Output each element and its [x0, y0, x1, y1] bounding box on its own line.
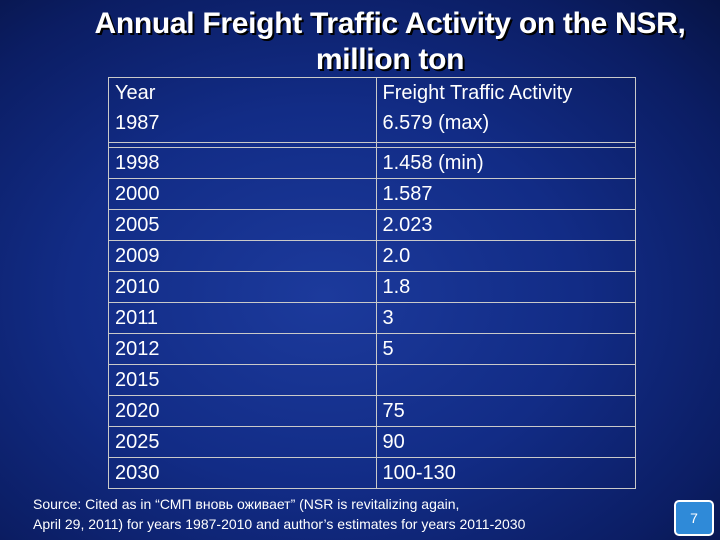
table-row: 2020 75	[108, 395, 636, 427]
year-cell: 2025	[108, 426, 377, 458]
header-year-value: 1987	[115, 112, 160, 134]
traffic-cell: 1.458 (min)	[375, 147, 636, 179]
table-header-row: Year 1987 Freight Traffic Activity 6.579…	[108, 77, 636, 143]
table-row: 2012 5	[108, 333, 636, 365]
year-cell: 2030	[108, 457, 377, 489]
year-cell: 2009	[108, 240, 377, 272]
header-traffic-cell: Freight Traffic Activity 6.579 (max)	[375, 77, 636, 143]
page-number-badge: 7	[674, 500, 714, 536]
year-cell: 2020	[108, 395, 377, 427]
table-row: 2000 1.587	[108, 178, 636, 210]
year-cell: 2011	[108, 302, 377, 334]
year-cell: 2000	[108, 178, 377, 210]
source-note-line-1: Source: Cited as in “СМП вновь оживает” …	[33, 496, 460, 512]
header-traffic-value: 6.579 (max)	[382, 112, 490, 134]
table-row: 2010 1.8	[108, 271, 636, 303]
traffic-cell: 3	[375, 302, 636, 334]
source-note-line-2: April 29, 2011) for years 1987-2010 and …	[33, 516, 526, 532]
table-row: 2030 100-130	[108, 457, 636, 489]
header-year-cell: Year 1987	[108, 77, 377, 143]
year-cell: 2015	[108, 364, 377, 396]
traffic-cell: 75	[375, 395, 636, 427]
table-row: 2015	[108, 364, 636, 396]
traffic-cell	[375, 364, 636, 396]
traffic-cell: 5	[375, 333, 636, 365]
year-cell: 2012	[108, 333, 377, 365]
year-cell: 2010	[108, 271, 377, 303]
traffic-cell: 1.8	[375, 271, 636, 303]
table-row: 1998 1.458 (min)	[108, 147, 636, 179]
table-row: 2011 3	[108, 302, 636, 334]
table-row: 2005 2.023	[108, 209, 636, 241]
freight-traffic-table: Year 1987 Freight Traffic Activity 6.579…	[108, 77, 636, 489]
source-note: Source: Cited as in “СМП вновь оживает” …	[33, 494, 525, 534]
table-row: 2025 90	[108, 426, 636, 458]
traffic-cell: 2.0	[375, 240, 636, 272]
traffic-cell: 1.587	[375, 178, 636, 210]
slide-title-line-2: million ton	[315, 43, 465, 76]
slide-title: Annual Freight Traffic Activity on the N…	[60, 6, 720, 78]
slide-title-line-1: Annual Freight Traffic Activity on the N…	[94, 7, 686, 40]
column-header-traffic: Freight Traffic Activity	[382, 82, 573, 104]
year-cell: 1998	[108, 147, 377, 179]
traffic-cell: 90	[375, 426, 636, 458]
column-header-year: Year	[115, 82, 156, 104]
traffic-cell: 100-130	[375, 457, 636, 489]
year-cell: 2005	[108, 209, 377, 241]
traffic-cell: 2.023	[375, 209, 636, 241]
table-row: 2009 2.0	[108, 240, 636, 272]
